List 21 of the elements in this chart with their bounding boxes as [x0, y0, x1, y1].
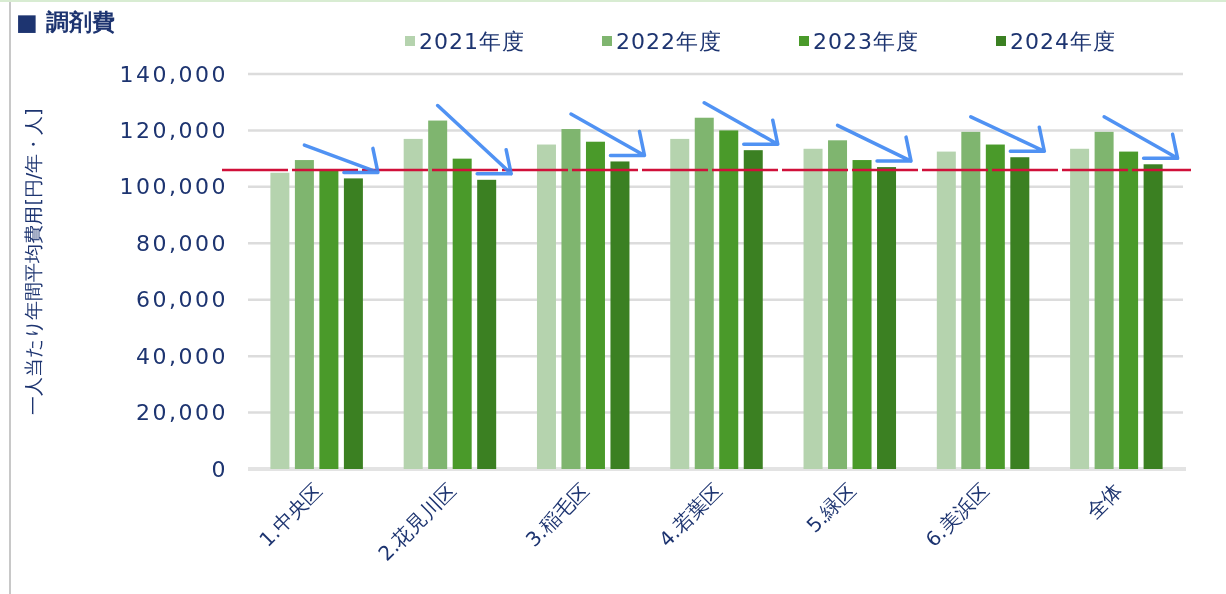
legend-label: 2021年度	[419, 28, 525, 54]
x-tick-label: 5.緑区	[801, 478, 861, 538]
y-tick-label: 100,000	[119, 174, 228, 200]
y-tick-label: 80,000	[136, 230, 228, 256]
legend-label: 2022年度	[616, 28, 722, 54]
y-tick-label: 0	[211, 456, 228, 482]
legend-label: 2024年度	[1010, 28, 1116, 54]
x-tick-label: 全体	[1081, 478, 1127, 524]
y-axis-title: 一人当たり年間平均費用[円/年・人]	[22, 108, 44, 415]
y-tick-label: 60,000	[136, 287, 228, 313]
y-tick-label: 40,000	[136, 343, 228, 369]
y-tick-label: 120,000	[119, 117, 228, 143]
x-tick-label: 4.若葉区	[654, 478, 727, 552]
chart-title: ■ 調剤費	[16, 9, 115, 35]
x-tick-label: 2.花見川区	[373, 478, 461, 566]
y-tick-label: 140,000	[119, 61, 228, 87]
legend-label: 2023年度	[813, 28, 919, 54]
x-tick-label: 3.稲毛区	[520, 478, 594, 552]
x-tick-label: 6.美浜区	[920, 478, 994, 552]
x-tick-label: 1.中央区	[254, 478, 328, 552]
y-tick-label: 20,000	[136, 400, 228, 426]
